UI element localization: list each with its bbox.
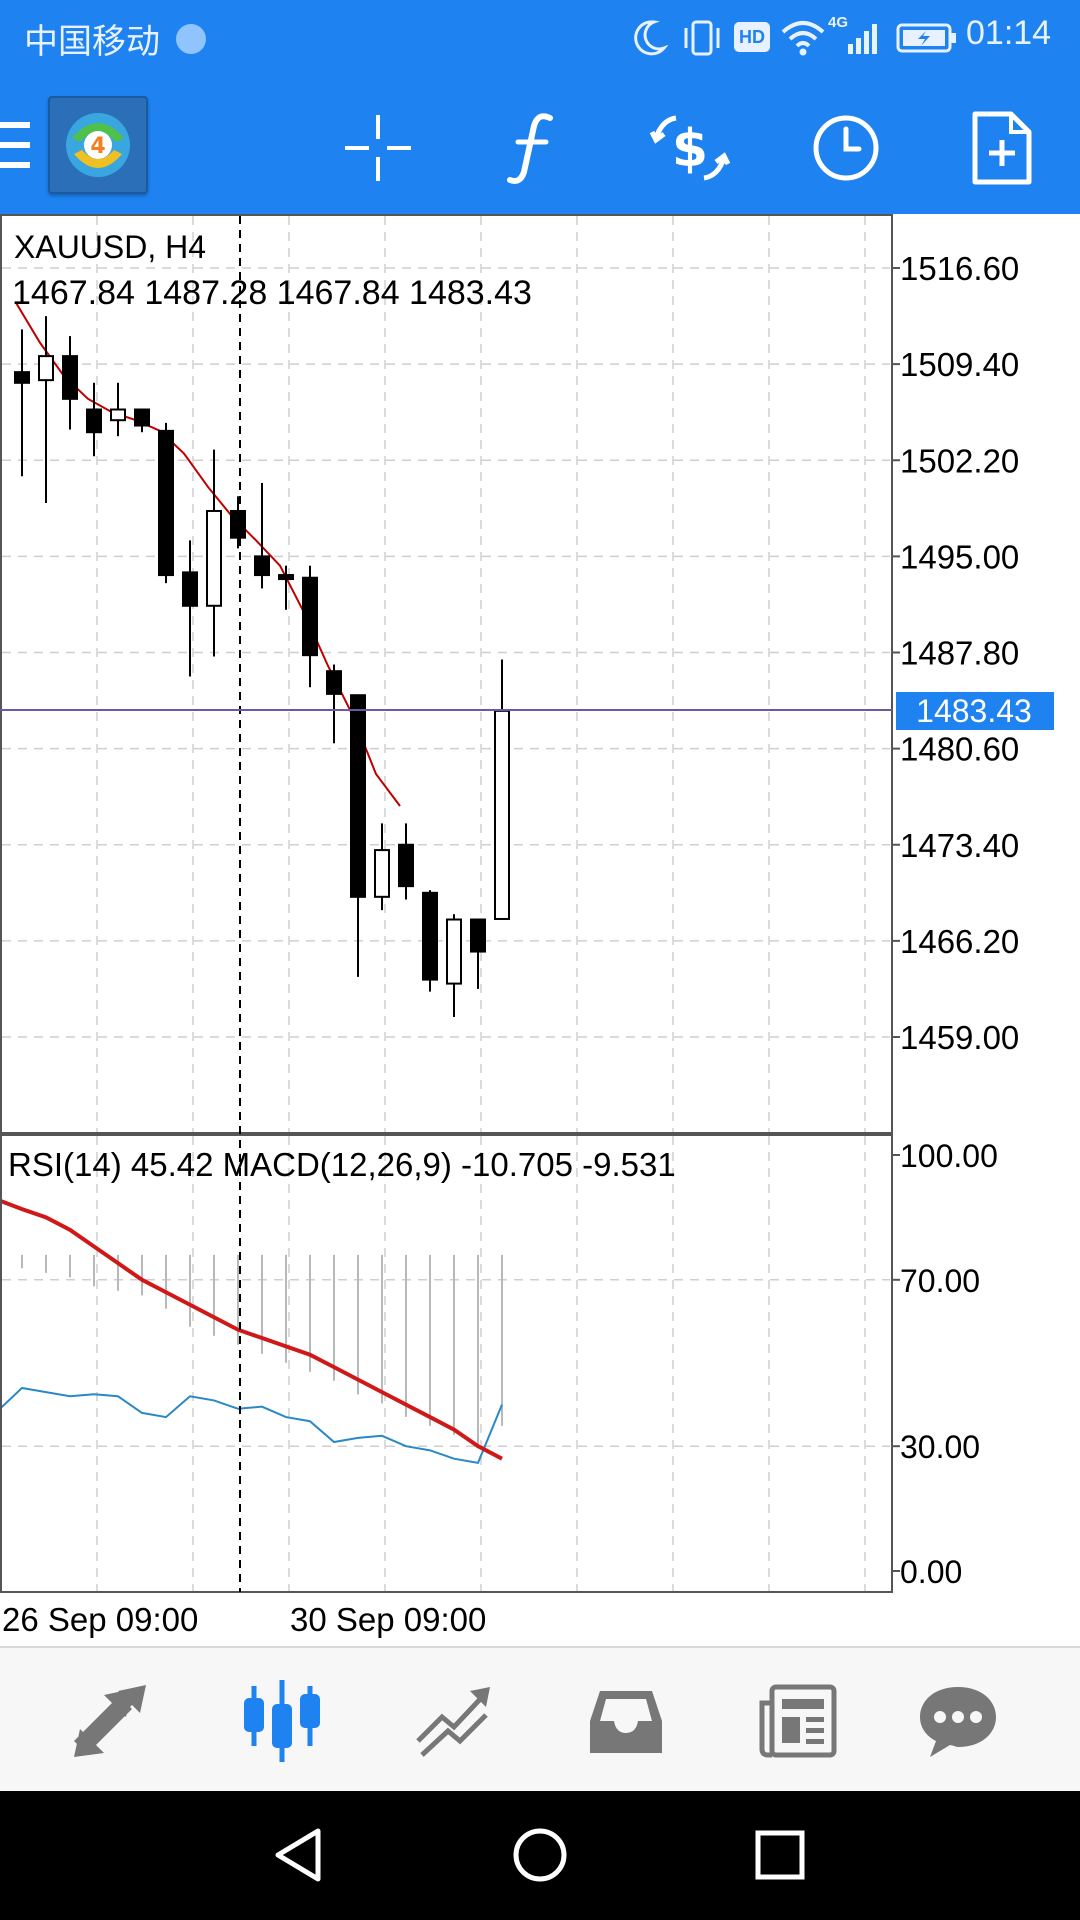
price-tick-label: 1459.00 bbox=[900, 1019, 1019, 1056]
nav-quotes[interactable] bbox=[40, 1658, 180, 1783]
messages-icon bbox=[920, 1686, 996, 1757]
indicator-tick-label: 70.00 bbox=[900, 1263, 980, 1299]
chart-area[interactable]: 1483.43 XAUUSD, H4 1467.84 1487.28 1467.… bbox=[0, 214, 1080, 1644]
candle-bearish bbox=[254, 555, 270, 577]
indicator-tick-label: 0.00 bbox=[900, 1554, 962, 1590]
trade-icon: $ bbox=[649, 115, 731, 181]
main-chart-frame bbox=[0, 214, 893, 1134]
function-icon bbox=[507, 113, 553, 184]
candle-bearish bbox=[350, 694, 366, 898]
candle-bearish bbox=[278, 574, 294, 581]
nav-messages[interactable] bbox=[888, 1658, 1028, 1783]
indicator-tick-label: 30.00 bbox=[900, 1429, 980, 1465]
price-tick-label: 1516.60 bbox=[900, 250, 1019, 287]
time-label-1: 26 Sep 09:00 bbox=[2, 1601, 198, 1638]
history-icon bbox=[590, 1690, 662, 1753]
price-tick-label: 1502.20 bbox=[900, 442, 1019, 479]
candle-bullish bbox=[494, 709, 510, 920]
home-icon bbox=[513, 1828, 567, 1882]
wifi-icon bbox=[781, 21, 825, 56]
current-price-text: 1483.43 bbox=[916, 693, 1032, 729]
battery-icon bbox=[896, 23, 956, 53]
carrier-label: 中国移动 bbox=[24, 23, 160, 61]
new-order-button[interactable] bbox=[952, 98, 1052, 198]
carrier-badge-icon bbox=[176, 24, 206, 54]
hd-badge-text: HD bbox=[739, 27, 765, 47]
nav-chart[interactable] bbox=[212, 1658, 352, 1783]
mt4-logo-icon: 4 bbox=[66, 113, 130, 177]
network-badge: 4G bbox=[828, 14, 849, 31]
new-order-icon bbox=[972, 111, 1032, 185]
candle-bullish bbox=[38, 355, 54, 382]
candle-bearish bbox=[326, 670, 342, 695]
indicator-label: RSI(14) 45.42 MACD(12,26,9) -10.705 -9.5… bbox=[8, 1146, 676, 1183]
nav-trade[interactable] bbox=[384, 1658, 524, 1783]
price-tick-label: 1509.40 bbox=[900, 346, 1019, 383]
trade-button[interactable]: $ bbox=[640, 98, 740, 198]
time-label-2: 30 Sep 09:00 bbox=[290, 1601, 486, 1638]
price-tick-label: 1473.40 bbox=[900, 827, 1019, 864]
vibrate-icon bbox=[684, 20, 720, 56]
price-tick-label: 1480.60 bbox=[900, 731, 1019, 768]
nav-history[interactable] bbox=[556, 1658, 696, 1783]
menu-button[interactable] bbox=[0, 116, 34, 176]
home-button[interactable] bbox=[490, 1815, 590, 1895]
price-tick-label: 1466.20 bbox=[900, 923, 1019, 960]
candle-bearish bbox=[470, 918, 486, 953]
chart-icon bbox=[244, 1679, 320, 1762]
crosshair-button[interactable] bbox=[328, 98, 428, 198]
candle-bullish bbox=[374, 849, 390, 898]
current-price-tag bbox=[896, 692, 1054, 730]
hd-icon: HD bbox=[734, 22, 770, 52]
app-toolbar: 4 $ bbox=[0, 76, 1080, 214]
recents-icon bbox=[755, 1830, 805, 1880]
clock-time: 01:14 bbox=[966, 14, 1052, 52]
candle-bearish bbox=[398, 843, 414, 888]
candle-bearish bbox=[134, 408, 150, 427]
nav-news[interactable] bbox=[728, 1658, 868, 1783]
candle-bearish bbox=[422, 891, 438, 981]
trade-nav-icon bbox=[416, 1686, 490, 1757]
candle-bearish bbox=[230, 509, 246, 539]
price-tick-label: 1495.00 bbox=[900, 538, 1019, 575]
period-clock-icon bbox=[813, 115, 879, 181]
recents-button[interactable] bbox=[730, 1815, 830, 1895]
back-icon bbox=[275, 1828, 321, 1882]
system-navigation-bar bbox=[0, 1791, 1080, 1920]
news-icon bbox=[759, 1684, 837, 1757]
app-logo[interactable]: 4 bbox=[48, 96, 148, 194]
indicator-tick-label: 100.00 bbox=[900, 1138, 998, 1174]
candle-bearish bbox=[158, 429, 174, 577]
crosshair-icon bbox=[345, 115, 411, 181]
candle-bearish bbox=[86, 408, 102, 434]
ohlc-label: 1467.84 1487.28 1467.84 1483.43 bbox=[12, 274, 532, 312]
quotes-icon bbox=[74, 1684, 146, 1757]
price-tick-label: 1487.80 bbox=[900, 635, 1019, 672]
period-button[interactable] bbox=[796, 98, 896, 198]
candle-bullish bbox=[446, 918, 462, 985]
status-bar: 中国移动 HD 4G 01:14 bbox=[0, 0, 1080, 76]
candle-bearish bbox=[14, 371, 30, 384]
menu-icon bbox=[0, 122, 30, 168]
candle-bullish bbox=[206, 509, 222, 607]
moon-icon bbox=[634, 20, 668, 56]
indicators-button[interactable] bbox=[484, 98, 584, 198]
candle-bearish bbox=[182, 571, 198, 607]
macd-signal-line bbox=[0, 1198, 503, 1461]
candle-bearish bbox=[62, 355, 78, 400]
symbol-label: XAUUSD, H4 bbox=[14, 229, 206, 265]
price-chart[interactable]: 1483.43 XAUUSD, H4 1467.84 1487.28 1467.… bbox=[0, 214, 1080, 1644]
candle-bearish bbox=[302, 576, 318, 657]
indicator-frame bbox=[0, 1134, 893, 1593]
back-button[interactable] bbox=[250, 1815, 350, 1895]
candle-bullish bbox=[110, 408, 126, 422]
signal-icon bbox=[848, 24, 877, 54]
logo-number: 4 bbox=[90, 134, 105, 159]
bottom-navigation bbox=[0, 1646, 1080, 1793]
svg-text:$: $ bbox=[672, 119, 708, 179]
rsi-line bbox=[0, 1386, 503, 1464]
